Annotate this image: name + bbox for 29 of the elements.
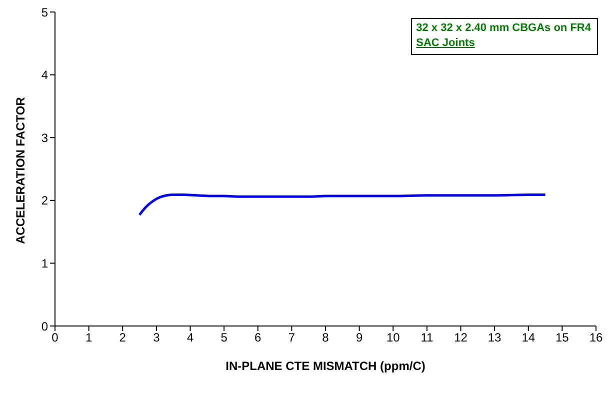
y-tick-label: 5: [41, 5, 48, 20]
x-tick-label: 12: [454, 330, 468, 345]
x-tick-label: 5: [220, 330, 228, 345]
x-tick-label: 6: [254, 330, 262, 345]
x-tick-label: 4: [186, 330, 194, 345]
y-tick-label: 3: [41, 130, 48, 145]
line-series: [138, 194, 547, 216]
x-tick-label: 0: [52, 330, 59, 345]
y-tick-label: 0: [41, 319, 48, 334]
note-box: 32 x 32 x 2.40 mm CBGAs on FR4 SAC Joints: [411, 18, 598, 55]
x-tick-label: 15: [556, 330, 570, 345]
x-tick-label: 13: [488, 330, 502, 345]
x-tick-label: 1: [85, 330, 92, 345]
y-tick-label: 4: [41, 68, 48, 82]
y-tick-label: 1: [41, 256, 48, 270]
annotation: 32 x 32 x 2.40 mm CBGAs on FR4: [416, 21, 591, 36]
y-tick-label: 2: [41, 194, 48, 208]
annotation: SAC Joints: [416, 36, 476, 51]
x-tick-label: 7: [288, 330, 296, 345]
x-tick-label: 9: [356, 330, 363, 345]
x-tick-label: 11: [420, 330, 434, 345]
x-tick-label: 2: [119, 330, 126, 345]
x-tick-label: 3: [153, 330, 160, 345]
x-tick-label: 8: [322, 330, 330, 345]
x-axis-title: IN-PLANE CTE MISMATCH (ppm/C): [226, 359, 426, 373]
x-tick-label: 10: [386, 330, 400, 345]
x-tick-label: 16: [589, 330, 603, 345]
x-tick-label: 14: [522, 330, 536, 345]
y-axis-title: ACCELERATION FACTOR: [13, 96, 28, 244]
